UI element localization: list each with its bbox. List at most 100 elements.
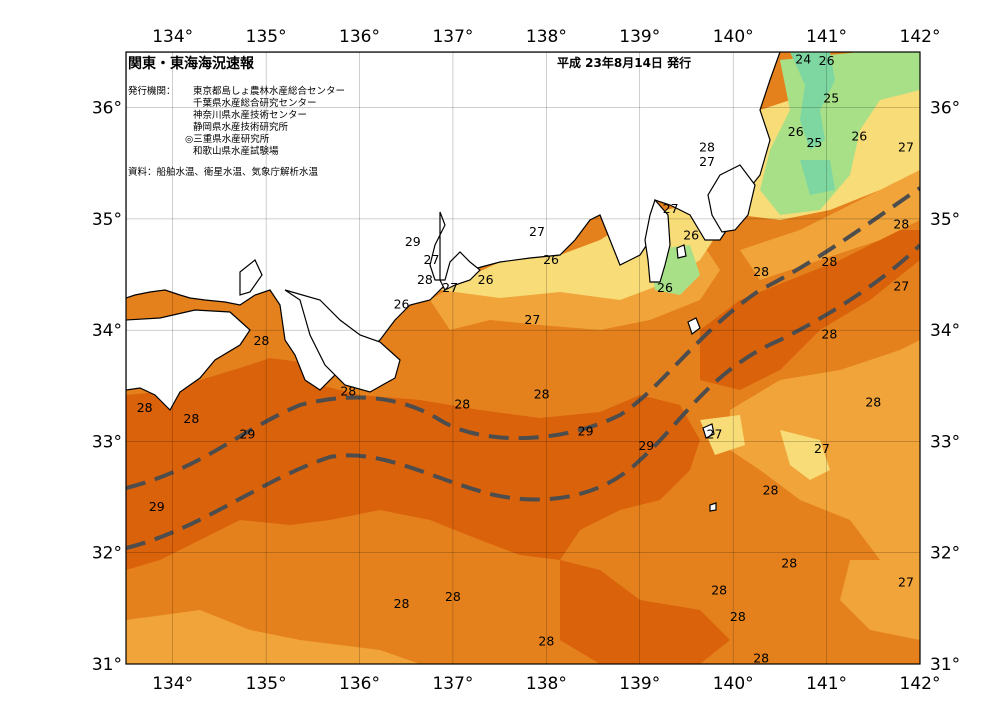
lat-tick-right: 36°: [930, 99, 960, 119]
isotherm-label: 27: [898, 140, 914, 155]
isotherm-label: 29: [638, 438, 654, 453]
isotherm-label: 28: [865, 394, 881, 409]
ise-peninsula-land: [429, 211, 481, 291]
publisher-4: 静岡県水産技術研究所: [193, 121, 289, 133]
publisher-2: 千葉県水産総合研究センター: [193, 97, 317, 109]
map-title: 関東・東海海況速報: [128, 55, 255, 72]
isotherm-label: 27: [663, 201, 679, 216]
header-block: 関東・東海海況速報 平成 23年8月14日 発行 発行機関： 東京都島しょ農林水…: [128, 55, 691, 178]
sea-27-zone: [840, 560, 920, 640]
publisher-1: 東京都島しょ農林水産総合センター: [193, 85, 345, 97]
lat-tick-left: 35°: [92, 210, 122, 230]
issue-date: 平成 23年8月14日 発行: [557, 55, 691, 70]
lon-tick-top: 139°: [619, 27, 660, 47]
isotherm-label: 28: [699, 140, 715, 155]
isotherm-label: 28: [730, 609, 746, 624]
isotherm-label: 28: [763, 482, 779, 497]
sea-27-zone: [126, 610, 420, 664]
lat-tick-right: 33°: [930, 432, 960, 452]
publisher-6: 和歌山県水産試験場: [193, 145, 279, 157]
lon-tick-top: 138°: [526, 27, 567, 47]
lat-tick-left: 33°: [92, 432, 122, 452]
isotherm-label: 26: [788, 124, 804, 139]
lat-tick-left: 36°: [92, 99, 122, 119]
lon-tick-bottom: 139°: [619, 674, 660, 694]
small-island: [676, 244, 687, 259]
isotherm-label: 28: [417, 272, 433, 287]
isotherm-label: 29: [239, 427, 255, 442]
sea-27-zone: [730, 340, 920, 560]
lon-tick-top: 134°: [152, 27, 193, 47]
shikoku-land: [126, 309, 251, 411]
isotherm-label: 27: [893, 279, 909, 294]
isotherm-label: 28: [534, 387, 550, 402]
isotherm-label: 28: [137, 400, 153, 415]
kii-peninsula-land: [284, 289, 401, 393]
isotherm-label: 26: [851, 128, 867, 143]
lat-tick-right: 32°: [930, 544, 960, 564]
isotherm-label: 28: [781, 556, 797, 571]
isotherm-label: 29: [405, 234, 421, 249]
lon-tick-top: 141°: [806, 27, 847, 47]
isotherm-label: 28: [394, 596, 410, 611]
lon-tick-top: 135°: [246, 27, 287, 47]
lon-tick-bottom: 142°: [900, 674, 941, 694]
isotherm-label: 28: [711, 582, 727, 597]
isotherm-label: 28: [753, 650, 769, 665]
map-frame: [125, 51, 921, 665]
isotherm-label: 27: [814, 441, 830, 456]
small-island: [709, 502, 717, 512]
isotherm-label: 27: [898, 575, 914, 590]
sea-24-zone: [790, 52, 835, 150]
lon-tick-top: 142°: [900, 27, 941, 47]
isotherm-label: 27: [699, 154, 715, 169]
isotherm-label: 29: [149, 499, 165, 514]
lon-tick-bottom: 135°: [246, 674, 287, 694]
isotherm-label: 28: [538, 634, 554, 649]
sea-29-zone: [700, 230, 920, 390]
isotherm-label: 25: [806, 135, 822, 150]
data-sources: 資料：船舶水温、衛星水温、気象庁解析水温: [128, 166, 319, 178]
lon-tick-bottom: 134°: [152, 674, 193, 694]
lat-tick-left: 31°: [92, 655, 122, 675]
lon-tick-bottom: 141°: [806, 674, 847, 694]
lon-tick-bottom: 140°: [713, 674, 754, 694]
isotherm-label: 27: [424, 252, 440, 267]
kuroshio-axis-north: [126, 186, 920, 490]
isotherm-label: 27: [707, 427, 723, 442]
isotherm-label: 26: [478, 272, 494, 287]
isotherm-label: 26: [657, 280, 673, 295]
isotherm-label: 28: [183, 411, 199, 426]
isotherm-label: 27: [442, 280, 458, 295]
isotherm-label: 28: [753, 264, 769, 279]
publisher-label: 発行機関：: [128, 85, 176, 97]
izu-peninsula-land: [644, 198, 671, 283]
isotherm-label: 26: [819, 53, 835, 68]
lon-tick-bottom: 136°: [339, 674, 380, 694]
isotherm-label: 28: [445, 589, 461, 604]
sea-29-zone: [560, 560, 730, 664]
sea-25-zone: [760, 52, 920, 215]
isotherm-label: 28: [454, 397, 470, 412]
publisher-3: 神奈川県水産技術センター: [193, 109, 307, 121]
isotherm-label: 28: [821, 254, 837, 269]
lat-tick-right: 34°: [930, 321, 960, 341]
isotherm-label: 26: [394, 296, 410, 311]
lon-tick-bottom: 137°: [432, 674, 473, 694]
axis-ticks: 134° 134° 135° 135° 136° 136° 137° 137° 138° 138°…: [92, 27, 960, 694]
lat-tick-left: 32°: [92, 544, 122, 564]
oshima-island: [687, 317, 701, 335]
isotherm-label: 29: [578, 423, 594, 438]
graticule: [126, 52, 920, 664]
awaji-land: [239, 259, 263, 296]
sea-27-zone: [740, 170, 920, 280]
isotherm-label: 28: [340, 383, 356, 398]
lat-tick-right: 35°: [930, 210, 960, 230]
isotherm-label: 27: [529, 224, 545, 239]
hachijo-island: [702, 423, 715, 439]
sea-29-zone: [126, 358, 700, 570]
isotherm-label: 26: [543, 252, 559, 267]
isotherm-label: 28: [893, 216, 909, 231]
